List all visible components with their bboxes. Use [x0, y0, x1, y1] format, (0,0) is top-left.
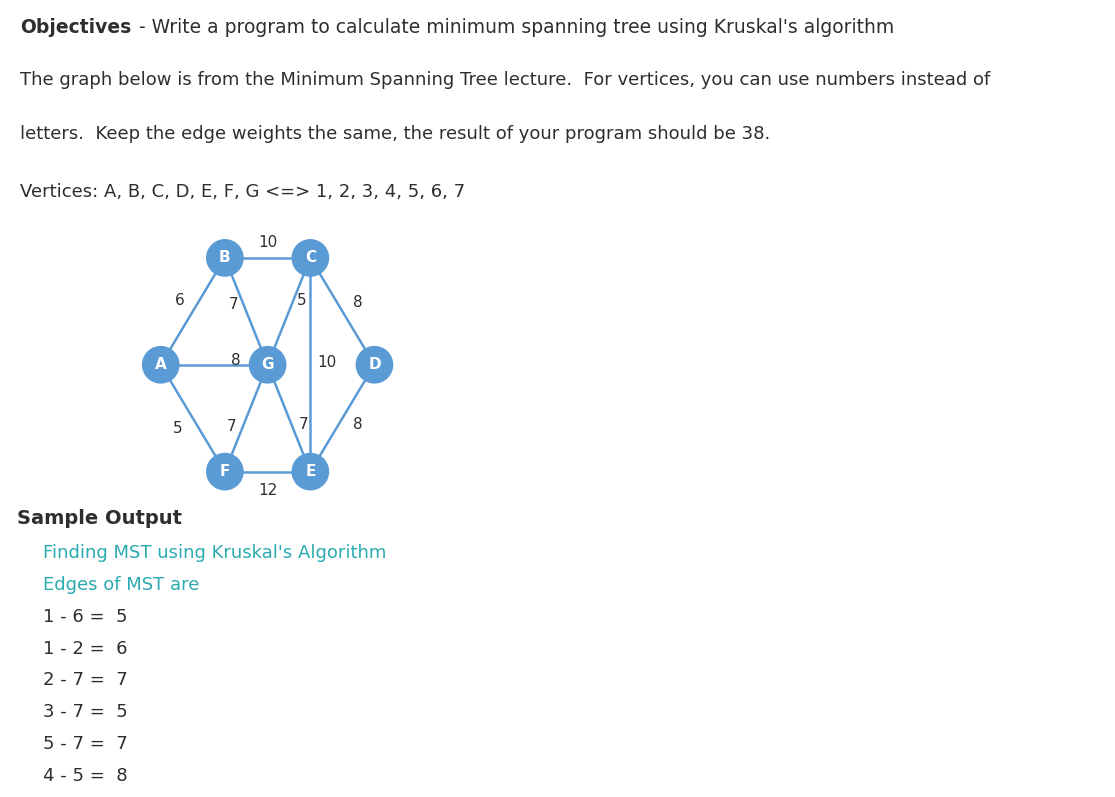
Text: B: B: [219, 250, 231, 265]
Text: Edges of MST are: Edges of MST are: [43, 576, 200, 594]
Text: - Write a program to calculate minimum spanning tree using Kruskal's algorithm: - Write a program to calculate minimum s…: [133, 18, 894, 37]
Text: Sample Output: Sample Output: [17, 509, 182, 528]
Text: C: C: [304, 250, 316, 265]
Text: letters.  Keep the edge weights the same, the result of your program should be 3: letters. Keep the edge weights the same,…: [20, 125, 770, 143]
Text: F: F: [220, 464, 230, 479]
Text: E: E: [306, 464, 316, 479]
Text: 10: 10: [258, 235, 278, 250]
Text: D: D: [368, 357, 380, 372]
Text: 5: 5: [297, 293, 307, 308]
Circle shape: [206, 240, 243, 276]
Text: Vertices: A, B, C, D, E, F, G <=> 1, 2, 3, 4, 5, 6, 7: Vertices: A, B, C, D, E, F, G <=> 1, 2, …: [20, 183, 465, 201]
Text: 2 - 7 =  7: 2 - 7 = 7: [43, 671, 128, 689]
Text: 8: 8: [352, 296, 362, 310]
Text: 3 - 7 =  5: 3 - 7 = 5: [43, 703, 128, 721]
Text: The graph below is from the Minimum Spanning Tree lecture.  For vertices, you ca: The graph below is from the Minimum Span…: [20, 72, 990, 89]
Text: Objectives: Objectives: [20, 18, 132, 37]
Text: 6: 6: [175, 293, 185, 308]
Text: Finding MST using Kruskal's Algorithm: Finding MST using Kruskal's Algorithm: [43, 544, 387, 562]
Text: 5: 5: [173, 422, 183, 437]
Text: 1 - 6 =  5: 1 - 6 = 5: [43, 608, 128, 626]
Text: 7: 7: [229, 297, 239, 312]
Text: G: G: [261, 357, 274, 372]
Text: 8: 8: [231, 353, 241, 368]
Text: 12: 12: [258, 483, 278, 498]
Text: A: A: [155, 357, 166, 372]
Circle shape: [250, 347, 285, 383]
Text: 8: 8: [352, 417, 362, 432]
Text: 7: 7: [299, 417, 309, 432]
Text: 7: 7: [226, 419, 236, 434]
Circle shape: [292, 453, 329, 490]
Circle shape: [292, 240, 329, 276]
Text: 1 - 2 =  6: 1 - 2 = 6: [43, 640, 128, 658]
Text: 10: 10: [318, 355, 337, 370]
Text: 4 - 5 =  8: 4 - 5 = 8: [43, 767, 128, 785]
Circle shape: [357, 347, 392, 383]
Text: 5 - 7 =  7: 5 - 7 = 7: [43, 735, 128, 753]
Circle shape: [206, 453, 243, 490]
Circle shape: [143, 347, 178, 383]
